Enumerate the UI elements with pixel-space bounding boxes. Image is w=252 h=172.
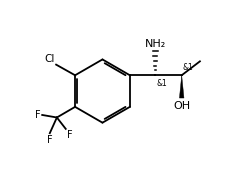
Text: NH₂: NH₂ [144,39,165,49]
Text: F: F [67,130,72,140]
Text: Cl: Cl [45,54,55,64]
Text: F: F [35,110,41,120]
Text: &1: &1 [182,63,193,72]
Text: F: F [47,135,52,145]
Text: &1: &1 [156,79,167,88]
Text: OH: OH [172,101,190,111]
Polygon shape [179,75,183,98]
